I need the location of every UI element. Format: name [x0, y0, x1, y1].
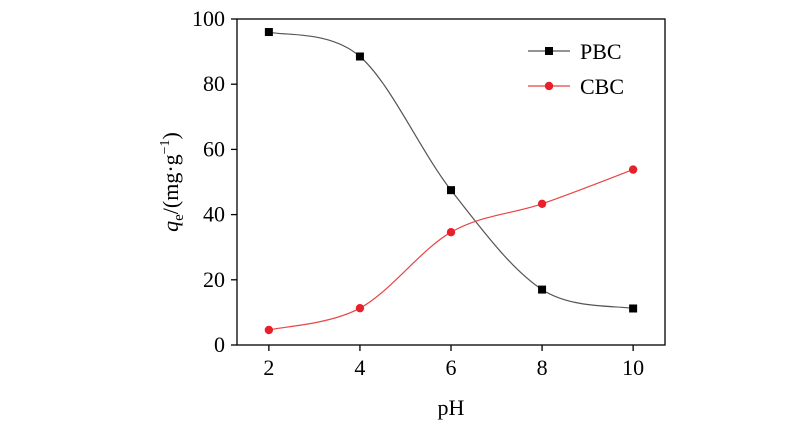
x-tick-label-0: 2	[263, 355, 274, 380]
pbc-line	[268, 31, 634, 310]
y-axis-label: qe/(mg·g−1)	[158, 132, 187, 232]
y-tick-label-3: 60	[203, 136, 225, 161]
y-axis-label-sup: −1	[158, 139, 173, 154]
x-tick-label-1: 4	[354, 355, 365, 380]
pbc-point-3	[538, 285, 547, 294]
legend: PBC CBC	[528, 39, 624, 99]
legend-pbc-marker	[545, 47, 553, 55]
x-axis-label: pH	[438, 395, 465, 420]
cbc-point-0	[264, 325, 274, 335]
cbc-point-2	[446, 228, 456, 237]
pbc-point-0	[264, 28, 273, 37]
series-layer	[264, 28, 638, 335]
cbc-point-1	[355, 303, 365, 313]
x-tick-label-3: 8	[537, 355, 548, 380]
pbc-point-4	[629, 304, 638, 313]
y-axis-label-rest: /(mg·g	[158, 154, 183, 214]
pbc-point-1	[355, 52, 364, 61]
x-tick-label-2: 6	[446, 355, 457, 380]
legend-pbc-label: PBC	[580, 39, 622, 64]
x-tick-label-4: 10	[622, 355, 644, 380]
y-axis-label-close: )	[158, 132, 183, 139]
y-tick-label-4: 80	[203, 71, 225, 96]
y-tick-label-1: 20	[203, 267, 225, 292]
y-axis-label-sub: e	[171, 214, 187, 221]
legend-cbc-label: CBC	[580, 74, 624, 99]
y-tick-label-5: 100	[192, 6, 225, 31]
y-tick-label-0: 0	[214, 332, 225, 357]
legend-cbc-marker	[544, 81, 554, 91]
y-axis-label-q: q	[158, 221, 183, 232]
y-tick-label-2: 40	[203, 202, 225, 227]
pbc-point-2	[447, 186, 455, 195]
cbc-point-4	[628, 165, 638, 174]
cbc-point-3	[537, 199, 547, 209]
